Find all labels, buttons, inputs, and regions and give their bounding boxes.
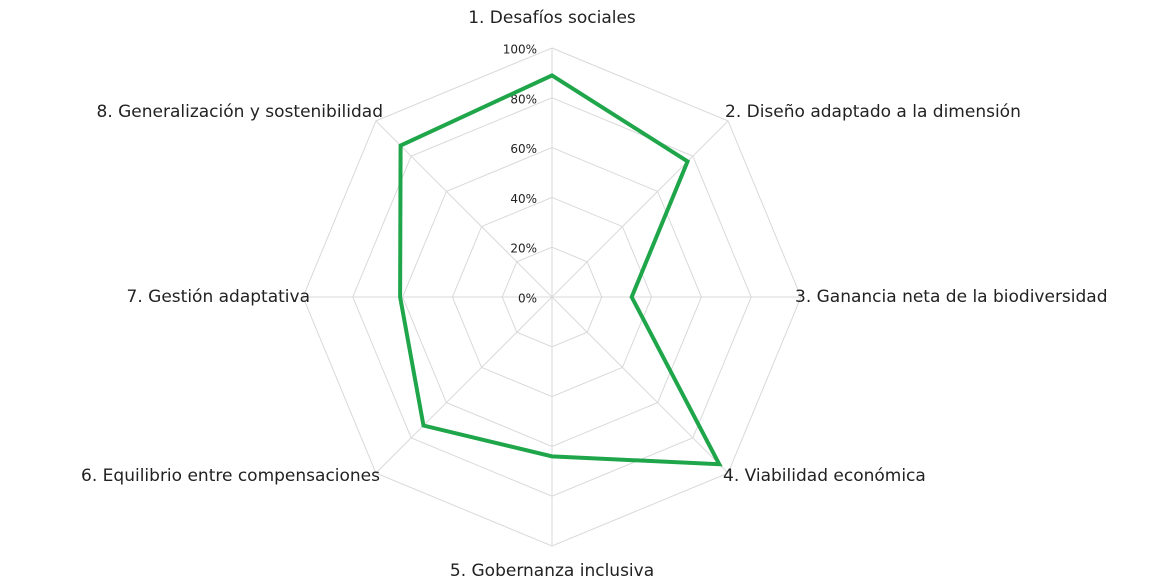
category-label: 2. Diseño adaptado a la dimensión <box>725 102 1021 122</box>
y-tick-label: 80% <box>510 92 537 106</box>
category-label: 4. Viabilidad económica <box>723 466 926 486</box>
category-label: 5. Gobernanza inclusiva <box>450 561 654 581</box>
series-line <box>398 73 723 467</box>
spoke <box>375 120 553 298</box>
category-label: 7. Gestión adaptativa <box>127 287 310 307</box>
y-tick-label: 20% <box>510 242 537 256</box>
category-label: 8. Generalización y sostenibilidad <box>97 102 384 122</box>
y-tick-label: 60% <box>510 142 537 156</box>
y-tick-label: 0% <box>518 292 537 306</box>
spoke <box>551 120 729 298</box>
spoke <box>375 296 553 474</box>
spoke <box>551 296 729 474</box>
y-tick-label: 40% <box>510 192 537 206</box>
y-tick-label: 100% <box>503 43 537 57</box>
category-label: 6. Equilibrio entre compensaciones <box>81 466 380 486</box>
category-label: 1. Desafíos sociales <box>468 8 636 28</box>
category-label: 3. Ganancia neta de la biodiversidad <box>795 287 1108 307</box>
